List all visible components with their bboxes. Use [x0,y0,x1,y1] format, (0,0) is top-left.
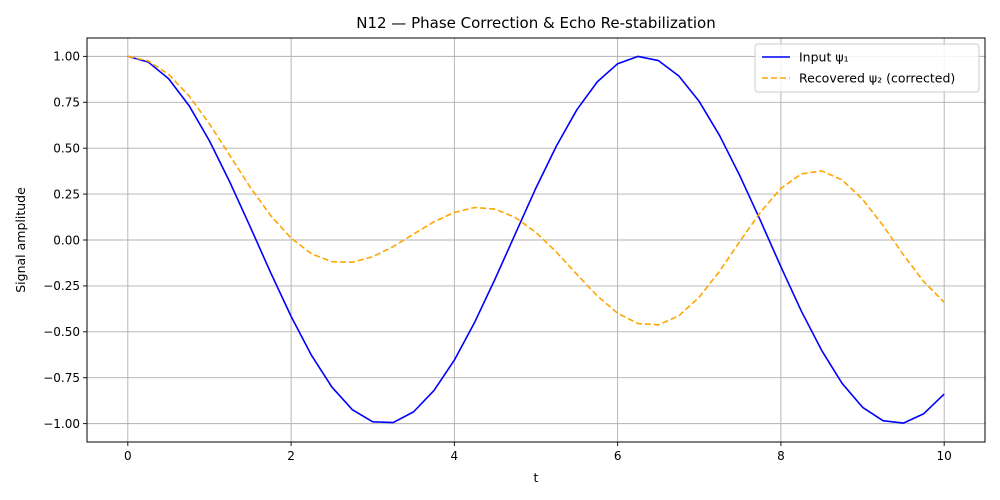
x-tick-label: 0 [124,449,132,463]
y-tick-label: 0.50 [53,141,80,155]
x-tick-label: 6 [614,449,622,463]
x-tick-label: 4 [451,449,459,463]
chart-title: N12 — Phase Correction & Echo Re-stabili… [356,14,716,32]
x-tick-label: 2 [287,449,295,463]
y-tick-label: −0.50 [43,325,80,339]
legend-label-input: Input ψ₁ [799,50,849,65]
x-axis-label: t [534,470,539,485]
x-tick-label: 8 [777,449,785,463]
grid [87,38,985,442]
legend: Input ψ₁ Recovered ψ₂ (corrected) [754,43,980,93]
y-tick-label: 0.75 [53,96,80,110]
x-tick-label: 10 [937,449,952,463]
ticks: 0 2 4 6 8 10 1.00 0.75 0.50 0.25 0.00 −0.25 −0.50 −0.… [43,50,952,463]
legend-label-recovered: Recovered ψ₂ (corrected) [799,71,955,86]
y-axis-label: Signal amplitude [13,187,28,293]
y-tick-label: −0.25 [43,279,80,293]
series-layer [127,55,945,424]
y-tick-label: −1.00 [43,417,80,431]
series-input-line [127,55,945,424]
legend-box [754,43,980,93]
y-tick-label: 1.00 [53,50,80,64]
y-tick-label: −0.75 [43,371,80,385]
series-recovered-line [127,55,945,326]
y-tick-label: 0.00 [53,233,80,247]
y-tick-label: 0.25 [53,187,80,201]
